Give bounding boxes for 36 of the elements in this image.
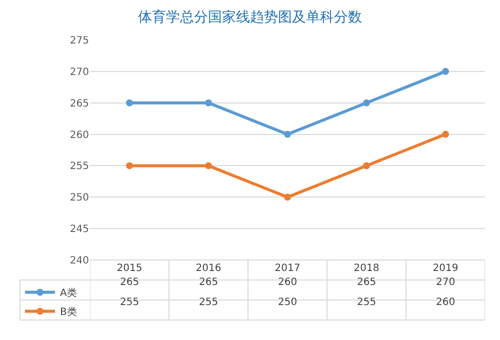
point bbox=[205, 99, 212, 106]
data-label: 255 bbox=[120, 297, 140, 308]
y-tick-label: 270 bbox=[70, 66, 89, 78]
point bbox=[284, 194, 291, 201]
data-label: 265 bbox=[120, 277, 140, 288]
y-tick-label: 255 bbox=[70, 161, 89, 172]
legend-label: A类 bbox=[60, 287, 77, 300]
data-label: 255 bbox=[357, 297, 376, 308]
data-label: 255 bbox=[199, 297, 218, 308]
point bbox=[126, 99, 133, 106]
point bbox=[284, 130, 291, 138]
x-tick-label: 2017 bbox=[274, 263, 300, 274]
data-label: 265 bbox=[357, 277, 376, 288]
y-tick-label: 265 bbox=[70, 98, 89, 110]
y-tick-label: 250 bbox=[70, 192, 89, 204]
y-tick-label: 245 bbox=[70, 224, 89, 236]
x-tick-label: 2015 bbox=[116, 263, 142, 274]
point bbox=[442, 130, 449, 138]
point bbox=[363, 162, 370, 170]
x-tick-label: 2018 bbox=[354, 263, 380, 274]
y-tick-label: 275 bbox=[70, 36, 89, 46]
point bbox=[442, 68, 449, 75]
point bbox=[126, 162, 133, 170]
point bbox=[205, 162, 212, 170]
legend-label: B类 bbox=[60, 306, 77, 318]
point bbox=[363, 99, 370, 106]
chart-title: 体育学总分国家线趋势图及单科分数 bbox=[138, 8, 362, 26]
x-tick-label: 2019 bbox=[432, 263, 458, 274]
y-tick-label: 260 bbox=[70, 130, 89, 141]
data-label: 265 bbox=[199, 277, 218, 288]
data-label: 270 bbox=[436, 277, 456, 288]
data-label: 260 bbox=[436, 297, 456, 308]
data-label: 260 bbox=[278, 277, 298, 288]
y-tick-label: 240 bbox=[70, 256, 89, 266]
x-tick-label: 2016 bbox=[196, 263, 222, 274]
data-label: 250 bbox=[278, 297, 298, 308]
